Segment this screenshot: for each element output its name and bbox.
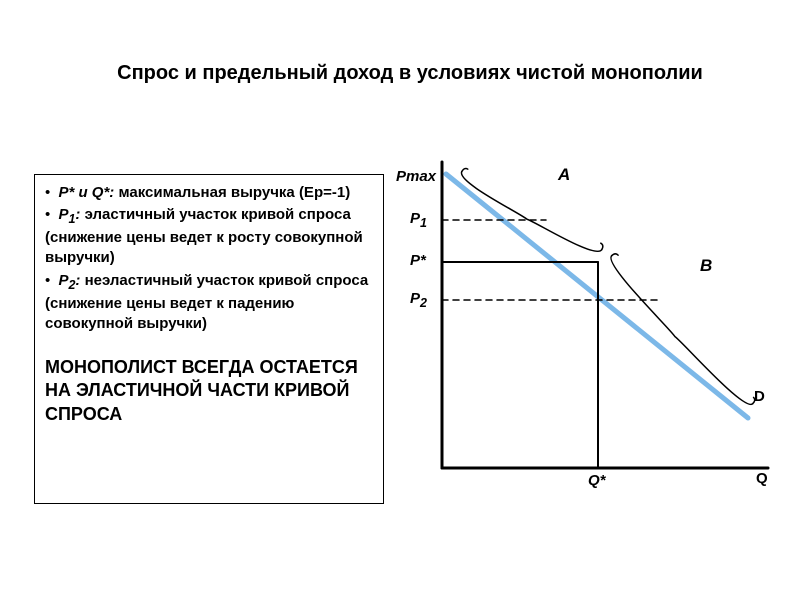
bullet-p1: Р1: эластичный участок кривой спроса (сн… [45, 205, 373, 268]
label-a: A [558, 165, 570, 185]
conclusion-text: МОНОПОЛИСТ ВСЕГДА ОСТАЕТСЯ НА ЭЛАСТИЧНОЙ… [45, 356, 373, 426]
label-d: D [754, 388, 765, 405]
label-b: B [700, 256, 712, 276]
bullet-pstar: Р* и Q*: максимальная выручка (Ep=-1) [45, 183, 373, 203]
b2-strong: Р [58, 206, 68, 223]
chart-svg [398, 160, 778, 500]
b3-strong: Р [58, 272, 68, 289]
b2-rest: эластичный участок кривой спроса (снижен… [45, 206, 363, 266]
b1-strong: Р* и Q*: [58, 184, 114, 201]
label-pmax: Pmax [396, 168, 436, 185]
label-p1: P1 [410, 210, 427, 230]
demand-chart: Pmax P1 P* P2 Q* Q D A B [398, 160, 778, 500]
label-q-axis: Q [756, 470, 768, 487]
label-p2: P2 [410, 290, 427, 310]
b3-rest: неэластичный участок кривой спроса (сниж… [45, 272, 368, 332]
label-qstar: Q* [588, 472, 606, 489]
slide-title: Спрос и предельный доход в условиях чист… [80, 62, 740, 85]
explanation-box: Р* и Q*: максимальная выручка (Ep=-1) Р1… [34, 174, 384, 504]
label-pstar: P* [410, 252, 426, 269]
bullet-p2: Р2: неэластичный участок кривой спроса (… [45, 271, 373, 334]
b1-rest: максимальная выручка (Ep=-1) [114, 184, 350, 201]
